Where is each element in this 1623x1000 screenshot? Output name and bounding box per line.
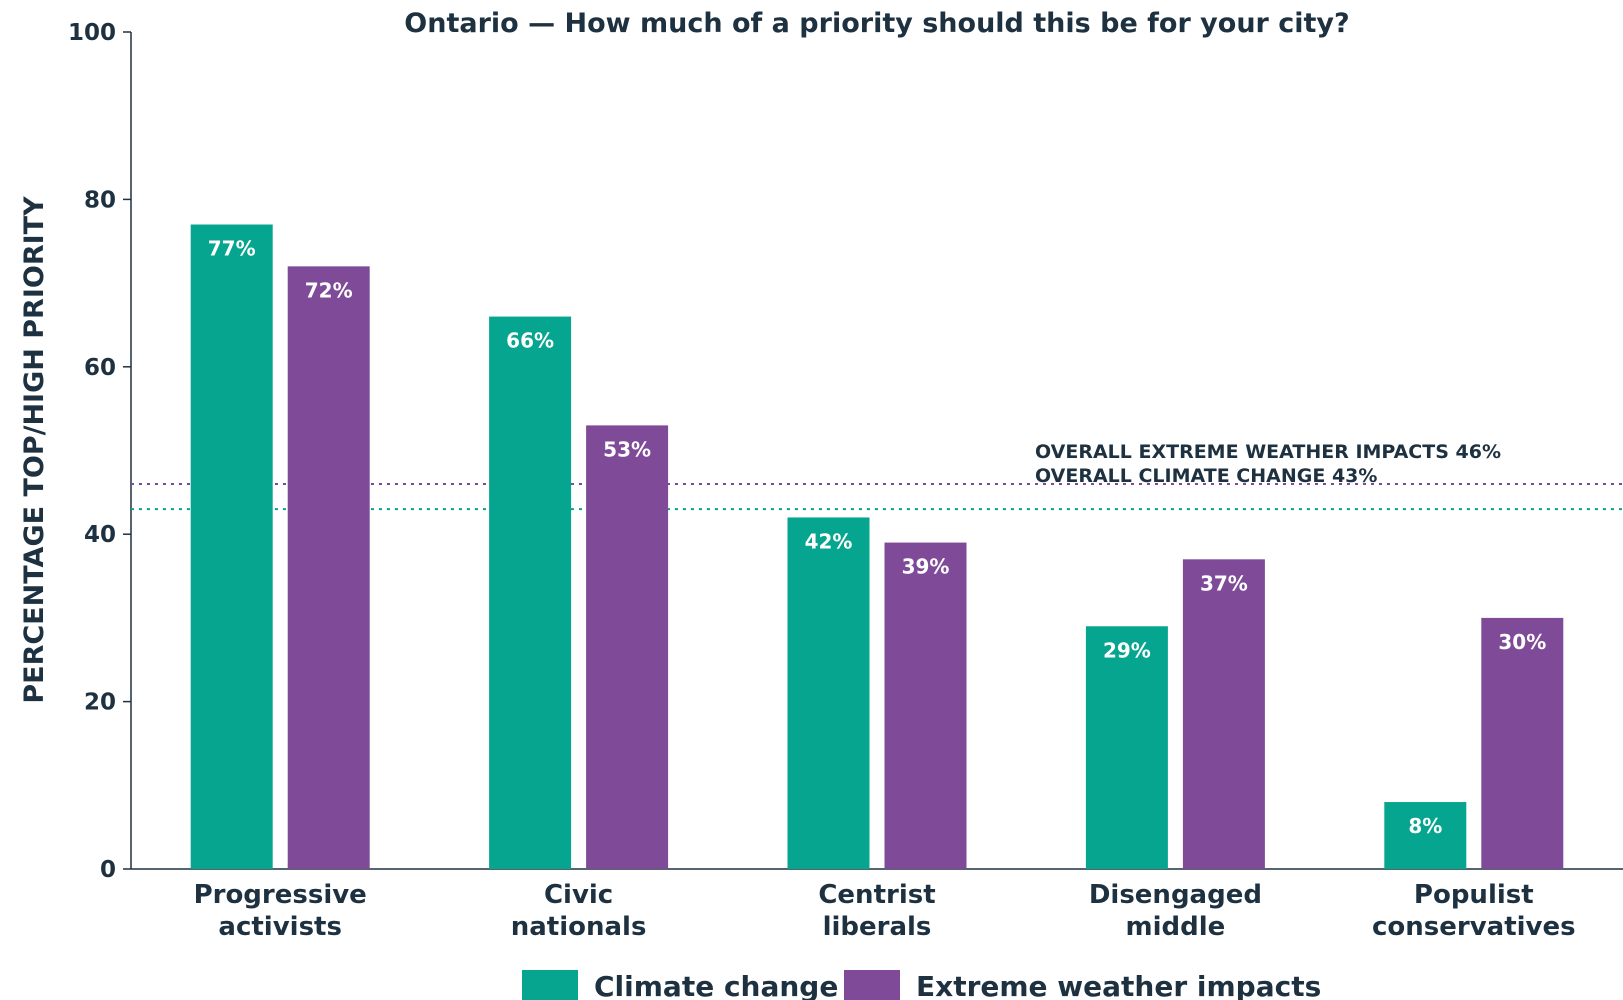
- data-label: 77%: [208, 237, 256, 261]
- legend: Climate change Extreme weather impacts: [522, 970, 1321, 1000]
- bar: [586, 425, 669, 869]
- category-label: Centrist: [818, 880, 935, 910]
- y-tick-label: 20: [84, 690, 116, 716]
- y-tick-label: 0: [100, 857, 116, 883]
- bar: [1481, 617, 1564, 869]
- y-tick-label: 40: [84, 522, 116, 548]
- data-label: 39%: [902, 555, 950, 579]
- legend-label: Climate change: [594, 970, 838, 1000]
- legend-swatch: [522, 970, 578, 1000]
- y-tick-label: 60: [84, 355, 116, 381]
- data-label: 53%: [603, 437, 651, 461]
- legend-label: Extreme weather impacts: [916, 970, 1321, 1000]
- data-label: 37%: [1200, 571, 1248, 595]
- legend-swatch: [844, 970, 900, 1000]
- y-tick-label: 100: [68, 20, 116, 46]
- data-label: 8%: [1408, 814, 1442, 838]
- category-label: middle: [1126, 912, 1226, 942]
- y-axis-label: PERCENTAGE TOP/HIGH PRIORITY: [19, 196, 50, 704]
- bar: [190, 224, 273, 869]
- bar: [787, 517, 870, 869]
- reference-line-label: OVERALL EXTREME WEATHER IMPACTS 46%: [1035, 441, 1501, 463]
- category-label: Populist: [1414, 880, 1534, 910]
- category-label: conservatives: [1372, 912, 1576, 942]
- reference-lines: OVERALL EXTREME WEATHER IMPACTS 46%OVERA…: [131, 441, 1623, 511]
- axes: 0 20 40 60 80 100: [68, 20, 1623, 883]
- bar: [287, 266, 370, 869]
- data-label: 42%: [805, 529, 853, 553]
- bar: [1384, 802, 1467, 869]
- bar: [1085, 626, 1168, 869]
- bar: [489, 316, 572, 870]
- chart-title: Ontario — How much of a priority should …: [404, 8, 1349, 39]
- data-label: 66%: [506, 329, 554, 353]
- bar: [884, 542, 967, 869]
- category-label: Disengaged: [1089, 880, 1262, 910]
- category-label: Civic: [544, 880, 613, 910]
- data-label: 30%: [1498, 630, 1546, 654]
- bar: [1182, 559, 1265, 869]
- category-label: nationals: [511, 912, 647, 942]
- category-label: liberals: [823, 912, 932, 942]
- bars: 77% 72% 66% 53% 42% 39% 29% 37% 8% 30%: [190, 224, 1564, 870]
- data-label: 29%: [1103, 638, 1151, 662]
- y-tick-label: 80: [84, 187, 116, 213]
- category-label: Progressive: [194, 880, 367, 910]
- reference-line-label: OVERALL CLIMATE CHANGE 43%: [1035, 465, 1377, 487]
- category-label: activists: [218, 912, 342, 942]
- data-label: 72%: [305, 278, 353, 302]
